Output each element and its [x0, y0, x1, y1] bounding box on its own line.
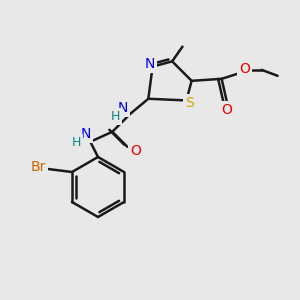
Text: N: N [117, 101, 128, 115]
Text: N: N [80, 127, 91, 141]
Text: S: S [185, 96, 194, 110]
Text: O: O [130, 144, 141, 158]
Text: H: H [111, 110, 120, 123]
Text: Br: Br [30, 160, 46, 174]
Text: O: O [221, 103, 232, 117]
Text: O: O [239, 62, 250, 76]
Text: N: N [144, 57, 155, 70]
Text: H: H [72, 136, 81, 149]
